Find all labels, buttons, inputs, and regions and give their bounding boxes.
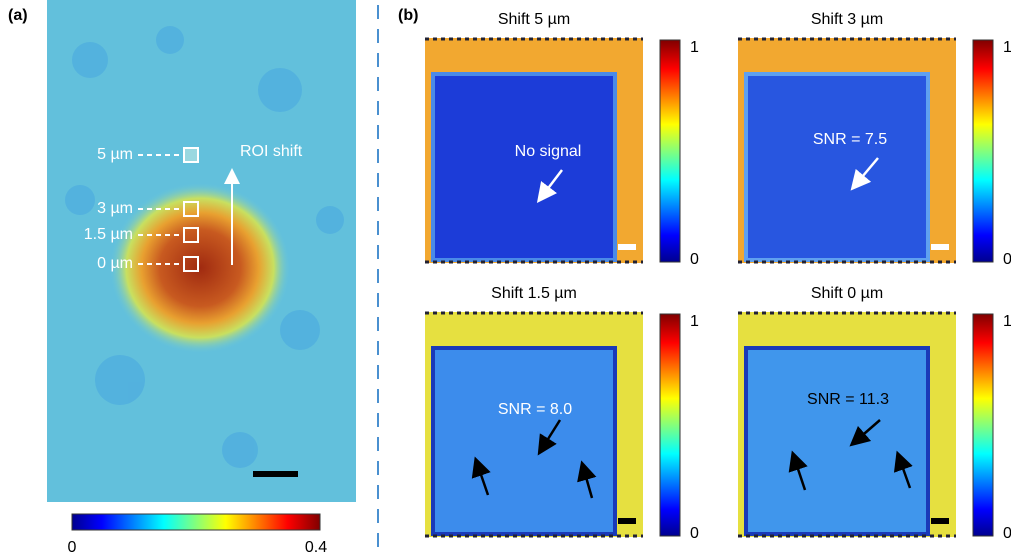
subpanel: Shift 1.5 µm SNR = 8.0 1 0: [425, 285, 699, 542]
colorbar-min: 0: [68, 539, 77, 556]
roi-label: 1.5 µm: [84, 226, 133, 243]
panel-label: (b): [398, 7, 418, 24]
subpanel: Shift 5 µm No signal 1 0: [425, 11, 699, 268]
subpanel-title: Shift 1.5 µm: [491, 285, 577, 302]
colorbar: [660, 40, 680, 262]
image-inner: [748, 76, 926, 258]
annotation: No signal: [515, 143, 582, 160]
roi-label: 3 µm: [97, 200, 133, 217]
figure: (a) 5 µm 3 µm 1.5 µm 0 µm ROI shift 0 0.4 (…: [0, 0, 1011, 559]
signal-blob: [110, 183, 290, 353]
subpanel: Shift 3 µm SNR = 7.5 1 0: [738, 11, 1011, 268]
image-inner: [435, 76, 613, 258]
subpanel-title: Shift 5 µm: [498, 11, 570, 28]
annotation: SNR = 8.0: [498, 401, 572, 418]
colorbar-max: 0.4: [305, 539, 327, 556]
scale-bar: [618, 518, 636, 524]
scale-bar: [931, 244, 949, 250]
roi-box: [184, 148, 198, 162]
colorbar-min: 0: [690, 525, 699, 542]
colorbar-max: 1: [690, 39, 699, 56]
subpanel-title: Shift 0 µm: [811, 285, 883, 302]
annotation: SNR = 11.3: [807, 391, 889, 408]
subpanel-title: Shift 3 µm: [811, 11, 883, 28]
colorbar: [660, 314, 680, 536]
colorbar: [72, 514, 320, 530]
panel-label: (a): [8, 7, 28, 24]
annotation: SNR = 7.5: [813, 131, 887, 148]
colorbar-min: 0: [690, 251, 699, 268]
colorbar-min: 0: [1003, 251, 1011, 268]
colorbar: [973, 314, 993, 536]
scale-bar: [618, 244, 636, 250]
colorbar-min: 0: [1003, 525, 1011, 542]
colorbar: [973, 40, 993, 262]
roi-label: 0 µm: [97, 255, 133, 272]
image-inner: [748, 350, 926, 532]
colorbar-max: 1: [1003, 313, 1011, 330]
image-inner: [435, 350, 613, 532]
scale-bar: [931, 518, 949, 524]
colorbar-max: 1: [1003, 39, 1011, 56]
roi-label: 5 µm: [97, 146, 133, 163]
subpanel: Shift 0 µm SNR = 11.3 1 0: [738, 285, 1011, 542]
arrow-label: ROI shift: [240, 143, 303, 160]
scale-bar: [253, 471, 298, 477]
colorbar-max: 1: [690, 313, 699, 330]
